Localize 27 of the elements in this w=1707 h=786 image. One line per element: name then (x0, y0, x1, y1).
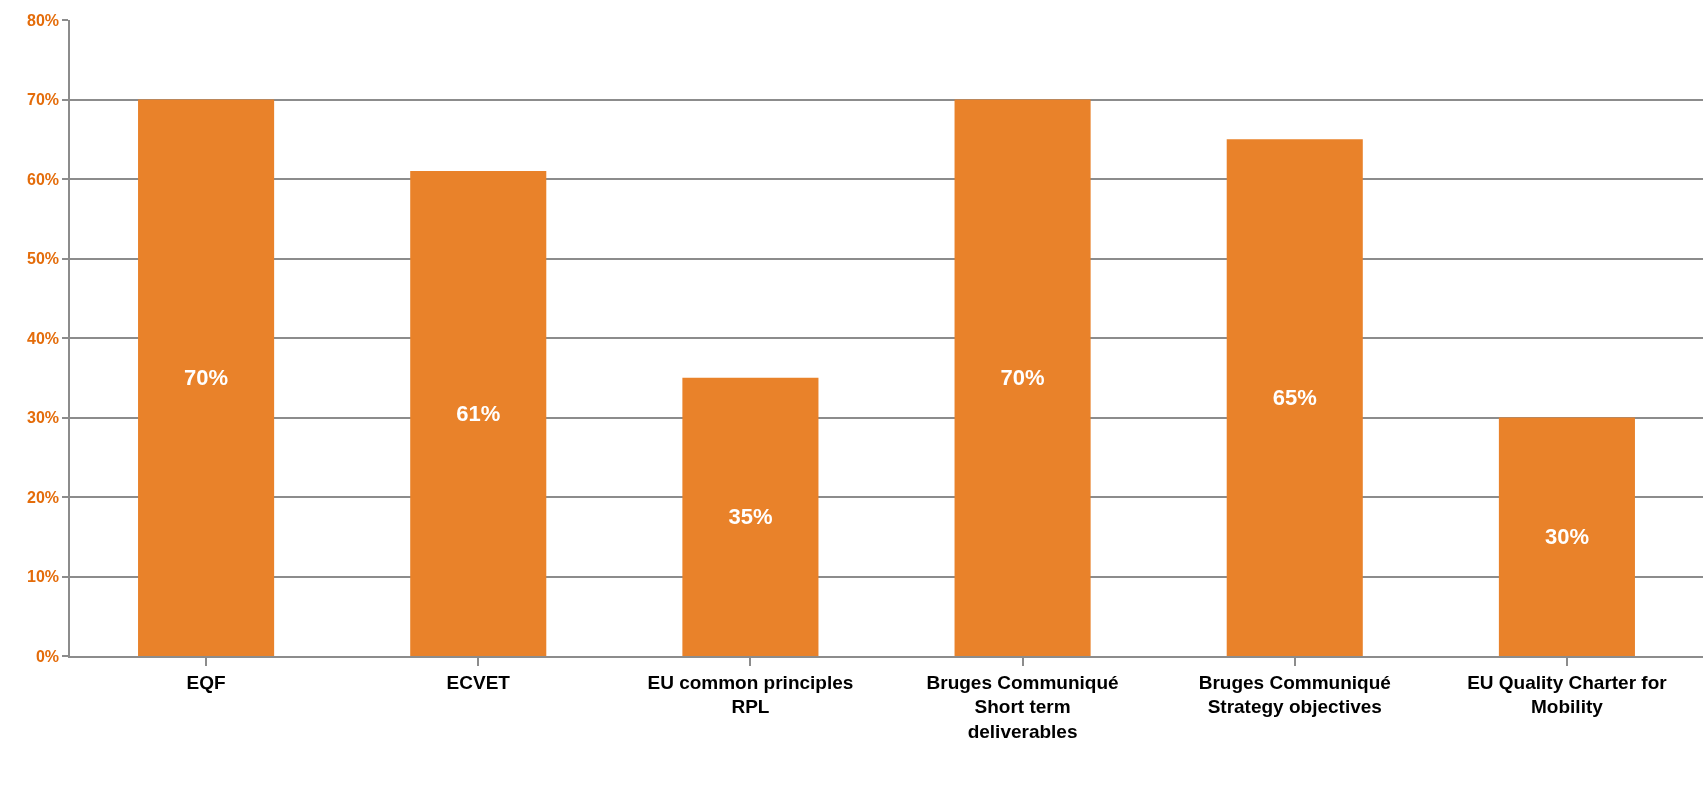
data-label: 30% (1544, 524, 1589, 550)
data-label: 65% (1272, 385, 1317, 411)
x-tick-label: ECVET (446, 671, 511, 693)
x-tick-label: Bruges Communiqué Strategy objectives (1198, 671, 1391, 718)
data-label: 70% (184, 365, 229, 391)
data-label: 70% (1000, 365, 1045, 391)
y-tick-label: 0% (35, 647, 60, 665)
bar (1498, 417, 1635, 656)
bar (1226, 139, 1363, 656)
bar (410, 171, 547, 656)
y-tick-label: 20% (27, 488, 60, 506)
data-label: 61% (456, 401, 501, 427)
y-tick-label: 80% (27, 11, 60, 29)
x-tick-label: EU Quality Charter for Mobility (1467, 671, 1668, 718)
y-tick-label: 10% (27, 568, 60, 586)
data-label: 35% (728, 504, 773, 530)
y-tick-label: 60% (27, 170, 60, 188)
y-tick-label: 30% (27, 409, 60, 427)
bar (682, 377, 819, 656)
x-tick-label: EU common principles RPL (647, 671, 854, 718)
y-tick-label: 50% (27, 250, 60, 268)
bar (138, 99, 275, 656)
y-tick-label: 70% (27, 91, 60, 109)
x-tick-label: Bruges Communiqué Short term deliverables (926, 671, 1119, 742)
x-tick-label: EQF (186, 671, 226, 693)
y-tick-label: 40% (27, 329, 60, 347)
bar (954, 99, 1091, 656)
